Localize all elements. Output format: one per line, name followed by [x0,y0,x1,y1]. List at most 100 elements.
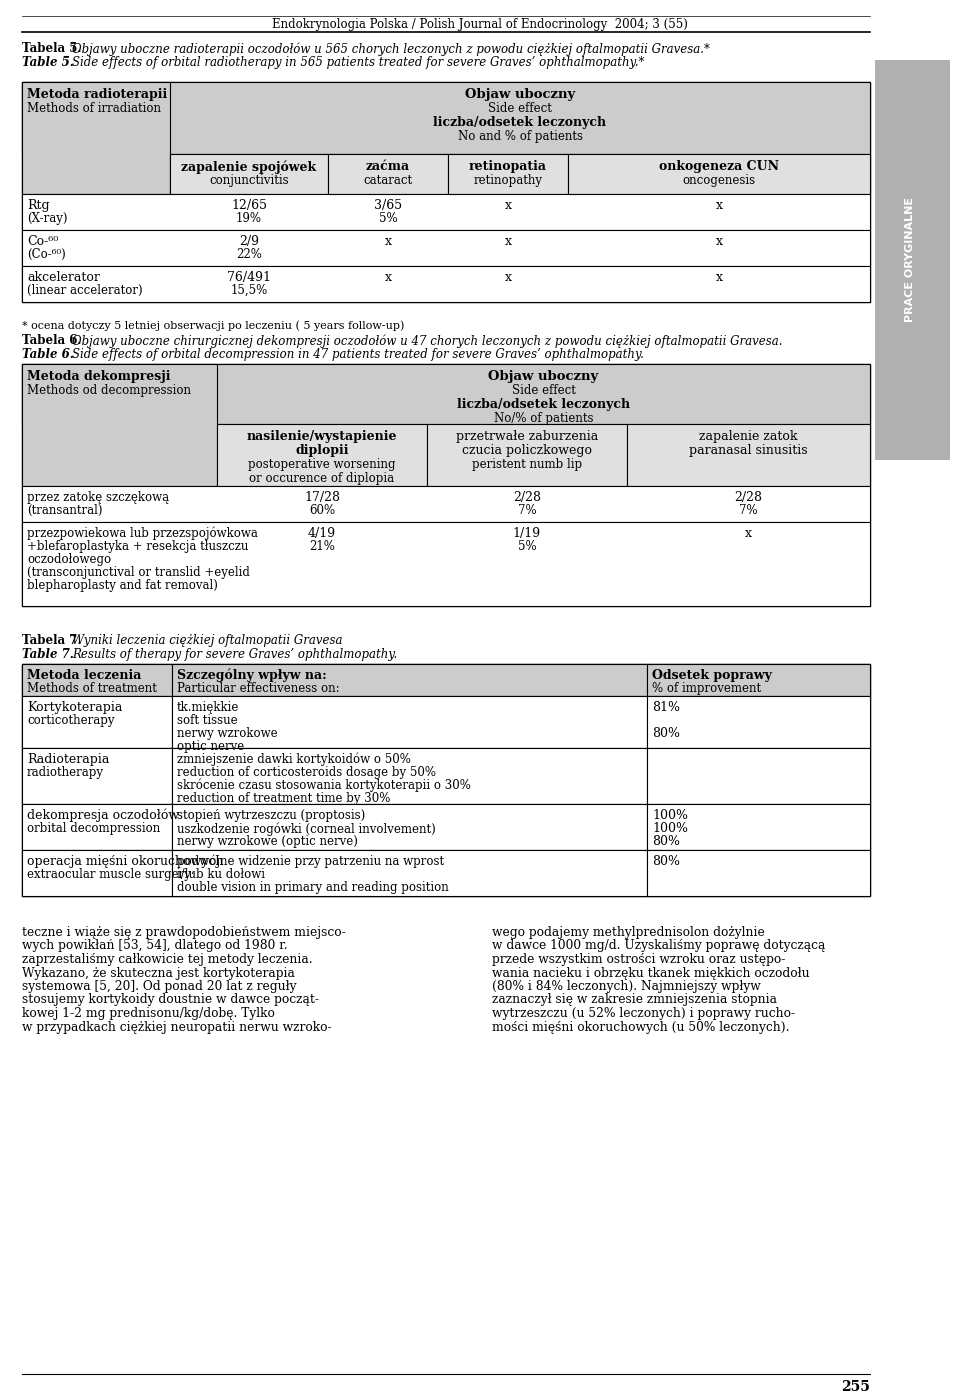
Text: 80%: 80% [652,835,680,848]
Text: x: x [505,235,512,248]
Text: +blefaroplastyka + resekcja tłuszczu: +blefaroplastyka + resekcja tłuszczu [27,540,249,553]
Text: przede wszystkim ostrości wzroku oraz ustępo-: przede wszystkim ostrości wzroku oraz us… [492,954,785,966]
Text: zaznaczył się w zakresie zmniejszenia stopnia: zaznaczył się w zakresie zmniejszenia st… [492,994,777,1006]
Text: Metoda leczenia: Metoda leczenia [27,670,141,682]
Text: reduction of treatment time by 30%: reduction of treatment time by 30% [177,792,391,805]
Text: i/lub ku dołowi: i/lub ku dołowi [177,869,265,881]
Text: No and % of patients: No and % of patients [458,129,583,143]
Text: Table 6.: Table 6. [22,348,74,361]
Text: Methods of treatment: Methods of treatment [27,682,156,695]
Text: corticotherapy: corticotherapy [27,714,114,727]
Text: x: x [745,528,752,540]
Text: Side effects of orbital decompression in 47 patients treated for severe Graves’ : Side effects of orbital decompression in… [72,348,644,361]
Bar [22,748,870,805]
Text: * ocena dotyczy 5 letniej obserwacji po leczeniu ( 5 years follow-up): * ocena dotyczy 5 letniej obserwacji po … [22,320,404,330]
Text: x: x [715,199,723,212]
Text: liczba/odsetek leczonych: liczba/odsetek leczonych [457,398,630,411]
Bar [22,486,870,522]
Text: Results of therapy for severe Graves’ ophthalmopathy.: Results of therapy for severe Graves’ op… [72,649,397,661]
Text: radiotherapy: radiotherapy [27,766,104,780]
Text: retinopatia: retinopatia [469,160,547,173]
Bar [647,805,870,851]
Text: wych powikłań [53, 54], dlatego od 1980 r.: wych powikłań [53, 54], dlatego od 1980 … [22,940,288,952]
Text: (Co-⁶⁰): (Co-⁶⁰) [27,248,65,262]
Bar [22,230,870,266]
Bar [627,425,870,486]
Bar [22,664,172,696]
Bar [427,425,627,486]
Bar [172,851,647,896]
Text: 19%: 19% [236,212,262,226]
Text: x: x [385,271,392,284]
Text: 1/19: 1/19 [513,528,541,540]
Text: x: x [505,271,512,284]
Text: Tabela 7.: Tabela 7. [22,633,82,647]
Text: x: x [715,235,723,248]
Bar [172,664,647,696]
Text: Table 5.: Table 5. [22,56,74,70]
Text: or occurence of diplopia: or occurence of diplopia [250,472,395,484]
Text: podwójne widzenie przy patrzeniu na wprost: podwójne widzenie przy patrzeniu na wpro… [177,855,444,869]
Text: nasilenie/wystapienie: nasilenie/wystapienie [247,430,397,443]
Bar [22,193,870,230]
Text: 76/491: 76/491 [227,271,271,284]
Text: stopień wytrzeszczu (proptosis): stopień wytrzeszczu (proptosis) [177,809,365,823]
Text: paranasal sinusitis: paranasal sinusitis [689,444,807,457]
Text: orbital decompression: orbital decompression [27,823,160,835]
Text: (X-ray): (X-ray) [27,212,67,226]
Text: 80%: 80% [652,855,680,869]
Text: Methods od decompression: Methods od decompression [27,384,191,397]
Text: 81%: 81% [652,702,680,714]
Text: 15,5%: 15,5% [230,284,268,296]
Text: Side effect: Side effect [488,102,552,116]
Text: PRACE ORYGINALNE: PRACE ORYGINALNE [905,198,915,323]
Text: Side effects of orbital radiotherapy in 565 patients treated for severe Graves’ : Side effects of orbital radiotherapy in … [72,56,644,70]
Text: stosujemy kortykoidy doustnie w dawce począt-: stosujemy kortykoidy doustnie w dawce po… [22,994,319,1006]
Bar [170,155,870,193]
Text: Objaw uboczny: Objaw uboczny [489,370,599,383]
Text: (80% i 84% leczonych). Najmniejszy wpływ: (80% i 84% leczonych). Najmniejszy wpływ [492,980,760,992]
Bar [647,664,870,696]
Bar [22,851,172,896]
Text: skrócenie czasu stosowania kortykoterapii o 30%: skrócenie czasu stosowania kortykoterapi… [177,780,470,792]
Text: 21%: 21% [309,540,335,553]
Text: conjunctivitis: conjunctivitis [209,174,289,187]
Text: nerwy wzrokowe (optic nerve): nerwy wzrokowe (optic nerve) [177,835,358,848]
Bar [22,363,217,486]
Text: 5%: 5% [517,540,537,553]
Text: 100%: 100% [652,823,688,835]
Text: peristent numb lip: peristent numb lip [472,458,582,470]
Bar [22,363,870,425]
Text: Wykazano, że skuteczna jest kortykoterapia: Wykazano, że skuteczna jest kortykoterap… [22,966,295,980]
Text: reduction of corticosteroids dosage by 50%: reduction of corticosteroids dosage by 5… [177,766,436,780]
Text: Endokrynologia Polska / Polish Journal of Endocrinology  2004; 3 (55): Endokrynologia Polska / Polish Journal o… [272,18,688,31]
Text: No/% of patients: No/% of patients [493,412,593,425]
Text: Szczególny wpływ na:: Szczególny wpływ na: [177,670,326,682]
Text: diplopii: diplopii [296,444,348,457]
Text: 17/28: 17/28 [304,491,340,504]
Text: soft tissue: soft tissue [177,714,238,727]
Text: Metoda radioterapii: Metoda radioterapii [27,88,167,102]
Text: retinopathy: retinopathy [473,174,542,187]
Text: 2/9: 2/9 [239,235,259,248]
Bar [22,805,870,851]
Text: w dawce 1000 mg/d. Uzyskaliśmy poprawę dotyczącą: w dawce 1000 mg/d. Uzyskaliśmy poprawę d… [492,940,826,952]
Bar [22,82,170,193]
Text: mości mięśni okoruchowych (u 50% leczonych).: mości mięśni okoruchowych (u 50% leczony… [492,1020,789,1033]
Bar [172,805,647,851]
Text: Odsetek poprawy: Odsetek poprawy [652,670,772,682]
Text: Side effect: Side effect [512,384,575,397]
Bar [568,155,870,193]
Text: Co-⁶⁰: Co-⁶⁰ [27,235,59,248]
Bar [172,696,647,748]
Text: Tabela 6.: Tabela 6. [22,334,82,347]
Text: Objawy uboczne radioterapii oczodołów u 565 chorych leczonych z powodu ciężkiej : Objawy uboczne radioterapii oczodołów u … [72,42,709,56]
Bar [22,748,172,805]
Bar [22,664,870,896]
Bar [22,664,870,696]
Text: kowej 1-2 mg prednisonu/kg/dobę. Tylko: kowej 1-2 mg prednisonu/kg/dobę. Tylko [22,1006,275,1020]
Bar [22,266,870,302]
Text: przez zatokę szczękową: przez zatokę szczękową [27,491,169,504]
Text: 4/19: 4/19 [308,528,336,540]
Bar [22,805,172,851]
